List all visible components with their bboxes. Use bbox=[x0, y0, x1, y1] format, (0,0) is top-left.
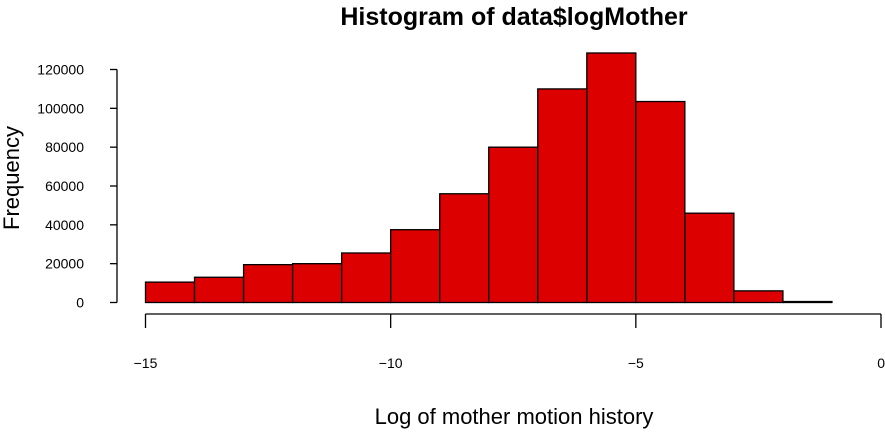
y-axis: 0 20000 40000 60000 80000 100000 120000 bbox=[37, 62, 117, 311]
histogram-bar bbox=[390, 229, 441, 304]
chart-title: Histogram of data$logMother bbox=[340, 3, 688, 31]
x-axis: −15 −10 −5 0 bbox=[134, 314, 885, 371]
x-tick-label: −5 bbox=[628, 355, 644, 371]
y-tick-label: 40000 bbox=[45, 217, 84, 233]
histogram-bar bbox=[782, 300, 833, 304]
y-tick-label: 80000 bbox=[45, 139, 84, 155]
y-tick-label: 100000 bbox=[37, 100, 84, 116]
x-tick-label: −10 bbox=[379, 355, 403, 371]
histogram-bar bbox=[193, 276, 245, 304]
y-axis-label: Frequency bbox=[0, 126, 24, 230]
histogram-bar bbox=[242, 263, 294, 304]
histogram-bar bbox=[291, 263, 343, 304]
x-tick-label: −15 bbox=[134, 355, 158, 371]
y-tick-label: 60000 bbox=[45, 178, 84, 194]
histogram-bar bbox=[340, 252, 392, 304]
histogram-bar bbox=[144, 281, 196, 304]
bars-group bbox=[144, 52, 833, 304]
histogram-bar bbox=[439, 193, 490, 304]
x-axis-label: Log of mother motion history bbox=[375, 404, 654, 429]
y-tick-label: 120000 bbox=[37, 62, 84, 78]
histogram-bar bbox=[684, 212, 735, 304]
histogram-bar bbox=[488, 146, 539, 304]
y-tick-label: 0 bbox=[76, 295, 84, 311]
histogram-bar bbox=[733, 290, 784, 304]
histogram-bar bbox=[537, 88, 588, 304]
x-tick-label: 0 bbox=[877, 355, 885, 371]
histogram-bar bbox=[586, 52, 637, 304]
y-tick-label: 20000 bbox=[45, 256, 84, 272]
histogram-bar bbox=[635, 100, 686, 304]
